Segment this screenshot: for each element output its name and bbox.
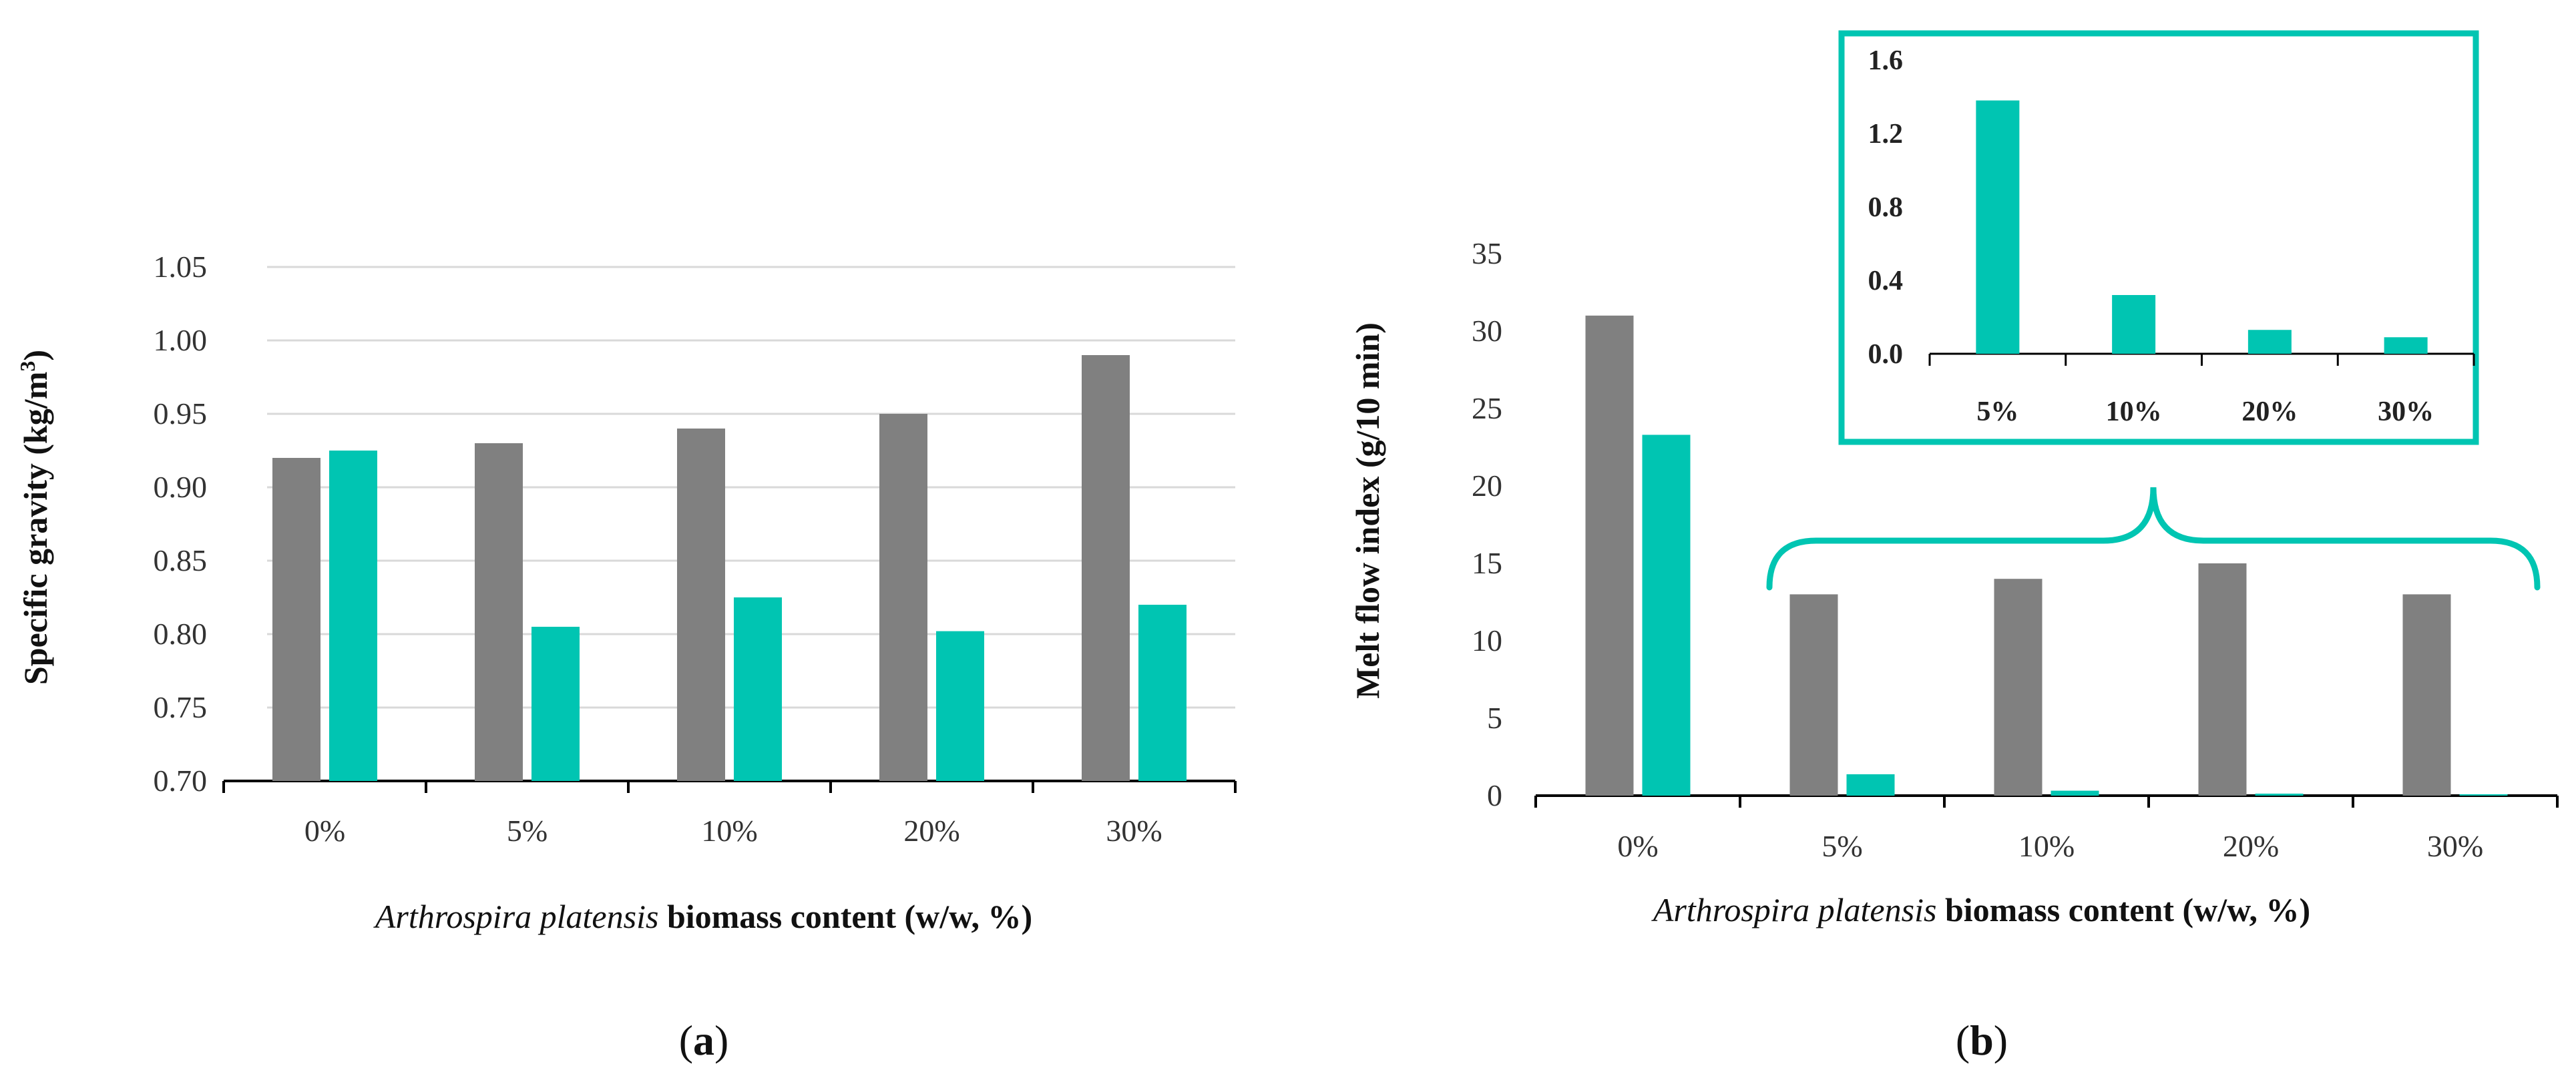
chart-b-xtick-label: 20% xyxy=(2223,829,2279,863)
chart-b-xtick-label: 10% xyxy=(2018,829,2075,863)
chart-a-ylabel: Specific gravity (kg/m3) xyxy=(15,350,54,685)
inset-bar xyxy=(2112,295,2156,354)
chart-b: Melt flow index (g/10 min) Arthrospira p… xyxy=(1349,236,2559,1064)
chart-a: Specific gravity (kg/m3) Arthrospira pla… xyxy=(15,250,1237,1064)
inset-xtick-label: 10% xyxy=(2106,396,2162,427)
chart-a-xtick-label: 20% xyxy=(903,814,959,848)
chart-b-ytick-label: 20 xyxy=(1472,469,1502,503)
grouping-brace xyxy=(1766,487,2541,591)
chart-b-xlabel: Arthrospira platensis biomass content (w… xyxy=(1651,891,2310,928)
chart-b-bar-gray xyxy=(2198,563,2247,796)
chart-a-xtick-label: 5% xyxy=(507,814,548,848)
chart-b-bar-gray xyxy=(1994,579,2043,796)
chart-a-bar-teal xyxy=(936,631,984,781)
chart-a-xtick-label: 0% xyxy=(304,814,345,848)
chart-a-bar-teal xyxy=(531,627,580,781)
chart-a-bar-teal xyxy=(1138,605,1187,781)
chart-a-ytick-label: 0.95 xyxy=(154,396,208,431)
chart-a-xlabel: Arthrospira platensis biomass content (w… xyxy=(373,898,1032,935)
chart-b-bar-gray xyxy=(1585,315,1634,796)
chart-a-xtick-label: 30% xyxy=(1106,814,1162,848)
chart-a-bar-gray xyxy=(475,443,523,781)
chart-a-ytick-label: 0.85 xyxy=(154,543,208,577)
inset-ytick-label: 0.8 xyxy=(1868,192,1904,223)
chart-b-bar-teal xyxy=(1846,774,1895,796)
chart-b-inset: 0.0 0.4 0.8 1.2 1.6 5% 10% 20% 30% xyxy=(1838,30,2479,445)
chart-a-xtick-label: 10% xyxy=(701,814,757,848)
chart-b-bar-gray xyxy=(2402,594,2451,796)
chart-b-ytick-label: 15 xyxy=(1472,546,1502,580)
chart-a-bar-gray xyxy=(272,458,320,781)
inset-xtick-label: 20% xyxy=(2241,396,2298,427)
inset-xtick-label: 5% xyxy=(1976,396,2018,427)
chart-b-bar-gray xyxy=(1789,594,1838,796)
chart-b-xtick-label: 0% xyxy=(1617,829,1658,863)
chart-b-bar-teal xyxy=(2255,793,2304,796)
inset-frame xyxy=(1838,30,2479,445)
chart-a-bar-teal xyxy=(329,451,377,781)
inset-ytick-label: 0.0 xyxy=(1868,339,1904,370)
chart-b-bar-teal xyxy=(2051,790,2099,796)
inset-xtick-label: 30% xyxy=(2378,396,2434,427)
chart-b-xtick-label: 30% xyxy=(2427,829,2483,863)
chart-a-ytick-label: 1.00 xyxy=(154,323,208,357)
chart-a-ytick-label: 1.05 xyxy=(154,250,208,284)
chart-b-ytick-label: 10 xyxy=(1472,623,1502,657)
inset-bar xyxy=(2247,330,2292,354)
panel-label-a: (a) xyxy=(679,1017,729,1064)
chart-b-ylabel: Melt flow index (g/10 min) xyxy=(1349,322,1386,699)
chart-a-bar-gray xyxy=(677,429,725,781)
inset-ytick-label: 1.6 xyxy=(1868,45,1904,76)
chart-b-ytick-label: 35 xyxy=(1472,236,1502,270)
inset-ytick-label: 0.4 xyxy=(1868,266,1904,296)
panel-label-b: (b) xyxy=(1956,1017,2008,1064)
chart-b-bar-teal xyxy=(2459,794,2508,796)
inset-ytick-label: 1.2 xyxy=(1868,119,1904,150)
chart-a-ytick-label: 0.70 xyxy=(154,764,208,798)
chart-a-bar-teal xyxy=(734,597,782,781)
chart-b-xtick-label: 5% xyxy=(1821,829,1862,863)
chart-a-ytick-label: 0.90 xyxy=(154,470,208,504)
chart-a-ytick-label: 0.80 xyxy=(154,617,208,651)
chart-b-bar-teal xyxy=(1642,435,1691,796)
chart-b-ytick-label: 30 xyxy=(1472,314,1502,348)
chart-b-ytick-label: 25 xyxy=(1472,391,1502,425)
chart-a-ytick-label: 0.75 xyxy=(154,690,208,724)
chart-a-bar-gray xyxy=(879,414,927,781)
chart-a-bar-gray xyxy=(1082,355,1130,781)
inset-bar xyxy=(2384,337,2428,354)
inset-bar xyxy=(1976,100,2020,354)
chart-b-ytick-label: 5 xyxy=(1487,701,1502,735)
chart-b-ytick-label: 0 xyxy=(1487,778,1502,812)
